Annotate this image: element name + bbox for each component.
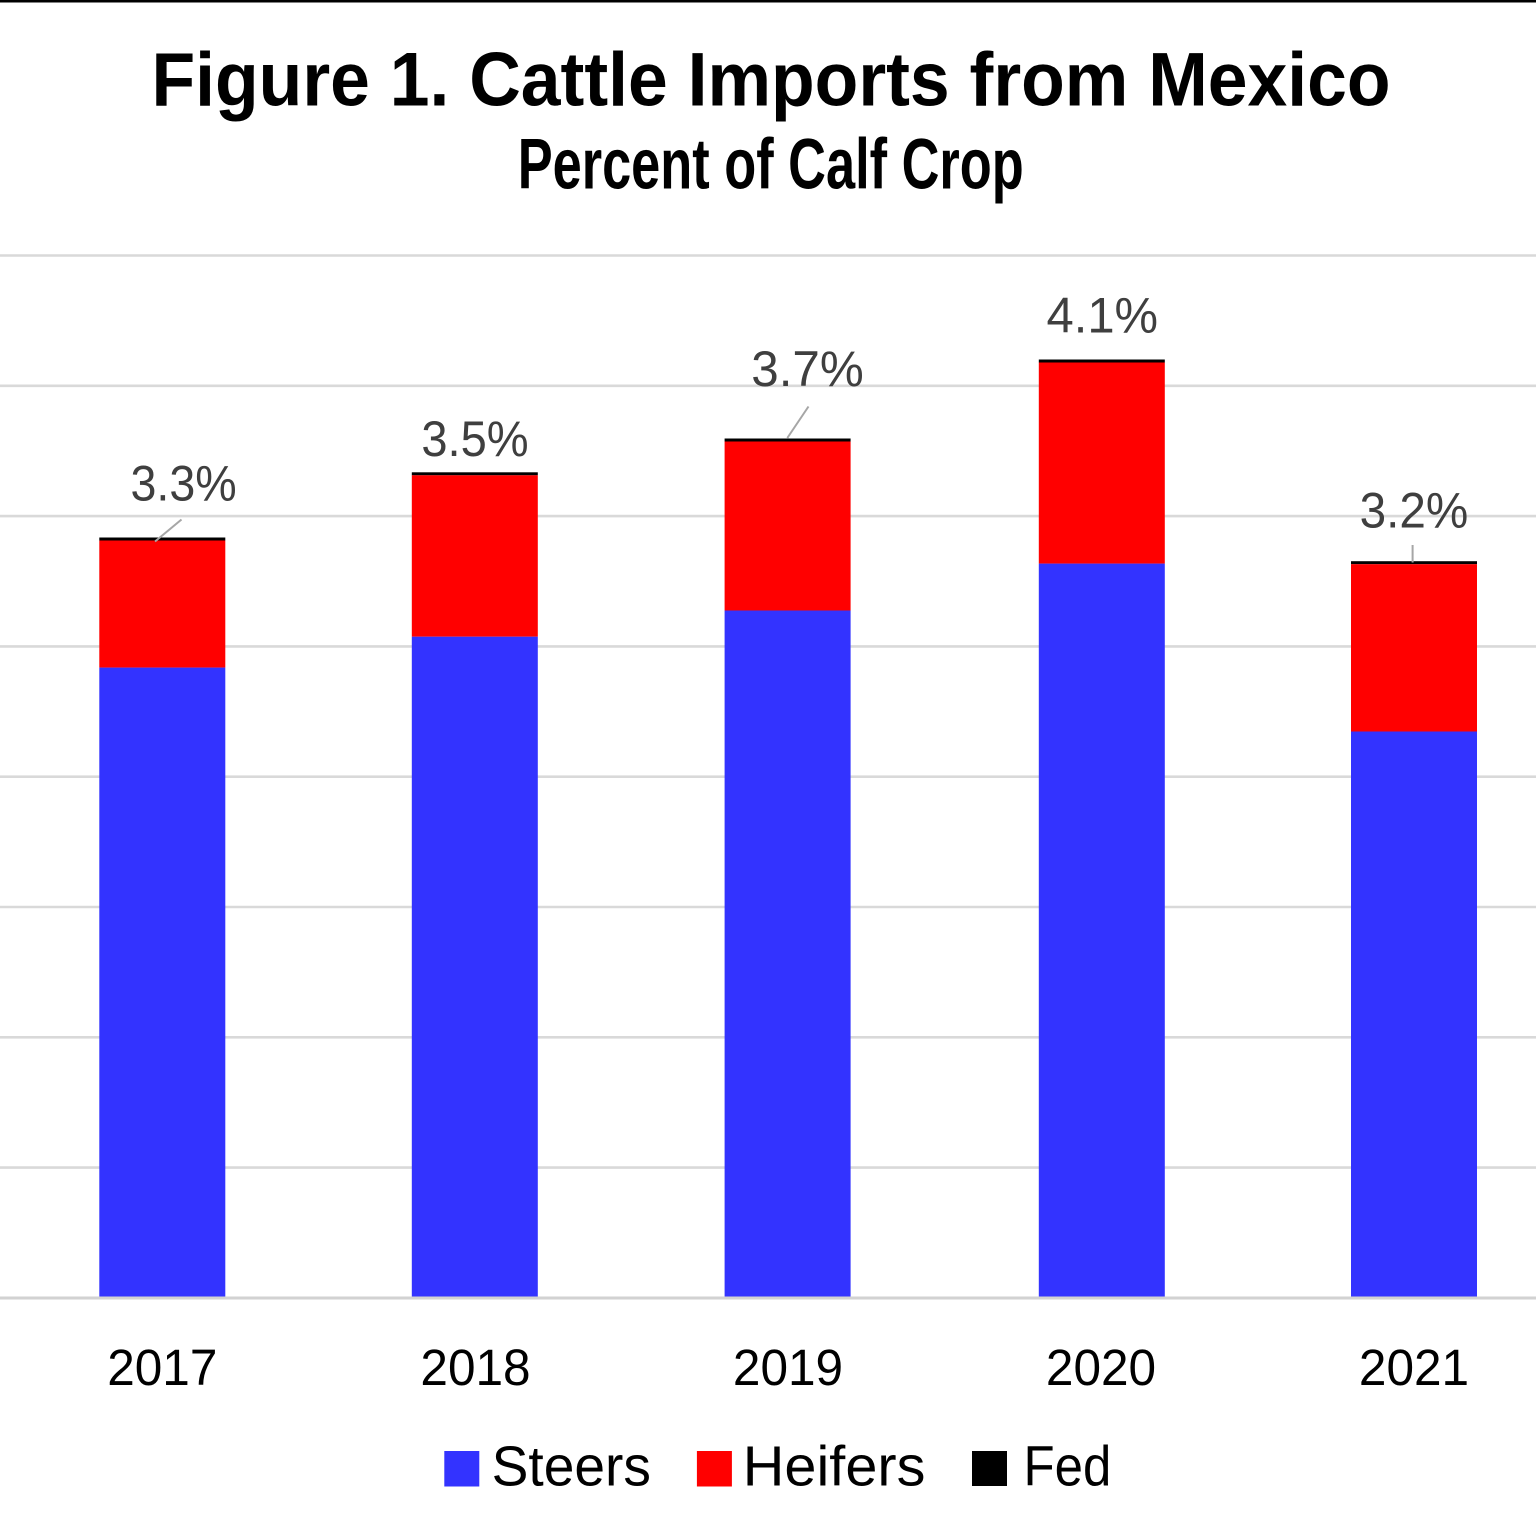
svg-text:3.3%: 3.3% [131,455,237,511]
svg-text:3.5%: 3.5% [421,411,528,467]
svg-text:Fed: Fed [1024,1435,1112,1499]
svg-text:Percent of Calf Crop: Percent of Calf Crop [518,126,1024,205]
svg-text:3.2%: 3.2% [1360,483,1469,539]
svg-text:2018: 2018 [420,1339,530,1396]
svg-text:Heifers: Heifers [743,1435,926,1499]
svg-text:2019: 2019 [733,1339,843,1396]
svg-text:Figure 1. Cattle Imports from: Figure 1. Cattle Imports from Mexico [152,38,1391,123]
svg-text:Steers: Steers [492,1435,651,1499]
svg-text:2017: 2017 [107,1339,217,1396]
svg-text:4.1%: 4.1% [1047,288,1159,344]
svg-text:3.7%: 3.7% [751,341,864,397]
svg-text:2020: 2020 [1046,1339,1156,1396]
svg-text:2021: 2021 [1359,1339,1469,1396]
